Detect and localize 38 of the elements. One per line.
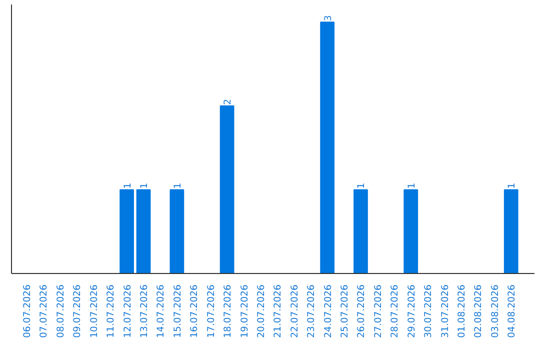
data-label: 2	[222, 98, 234, 105]
x-tick-label: 26.07.2026	[356, 284, 368, 338]
x-tick-label: 29.07.2026	[406, 284, 418, 338]
x-tick-label: 12.07.2026	[122, 284, 134, 338]
x-tick-label: 15.07.2026	[172, 284, 184, 338]
x-tick-label: 02.08.2026	[473, 284, 484, 338]
data-label: 3	[322, 15, 334, 22]
x-tick-label: 09.07.2026	[72, 284, 84, 338]
x-tick-label: 22.07.2026	[289, 284, 300, 338]
x-tick-label: 31.07.2026	[440, 284, 451, 338]
x-tick-label: 19.07.2026	[239, 284, 250, 338]
data-label: 1	[506, 182, 518, 189]
data-label: 1	[406, 182, 418, 189]
x-tick-label: 10.07.2026	[88, 284, 100, 338]
x-tick-label: 08.07.2026	[55, 284, 66, 338]
x-tick-label: 13.07.2026	[139, 284, 150, 338]
data-label: 1	[139, 182, 150, 189]
x-tick-label: 01.08.2026	[456, 284, 468, 338]
x-tick-label: 23.07.2026	[306, 284, 318, 338]
x-tick-label: 27.07.2026	[372, 284, 384, 338]
data-label: 1	[172, 182, 184, 189]
x-tick-label: 20.07.2026	[256, 284, 267, 338]
x-tick-label: 16.07.2026	[189, 284, 200, 338]
x-tick-label: 11.07.2026	[106, 284, 117, 338]
x-tick-label: 14.07.2026	[156, 284, 167, 338]
x-tick-label: 21.07.2026	[272, 284, 284, 338]
x-tick-label: 06.07.2026	[22, 284, 34, 338]
data-label: 1	[122, 182, 134, 189]
x-tick-label: 28.07.2026	[390, 284, 401, 338]
x-tick-label: 03.08.2026	[490, 284, 501, 338]
x-tick-label: 25.07.2026	[340, 284, 351, 338]
data-label: 1	[356, 182, 368, 189]
x-tick-label: 04.08.2026	[506, 284, 518, 338]
x-tick-label: 17.07.2026	[206, 284, 217, 338]
x-tick-label: 30.07.2026	[423, 284, 434, 338]
x-tick-label: 24.07.2026	[322, 284, 334, 338]
x-tick-label: 07.07.2026	[38, 284, 50, 338]
x-tick-label: 18.07.2026	[222, 284, 234, 338]
